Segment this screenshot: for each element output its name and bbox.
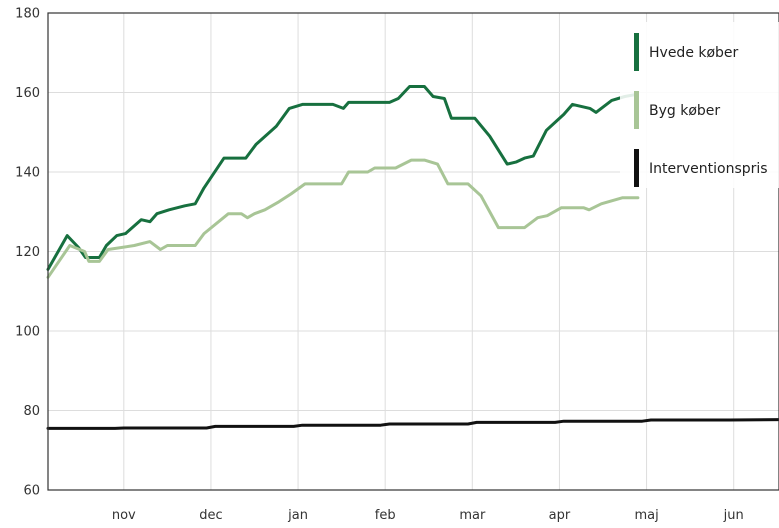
x-tick-label-maj: maj [634, 508, 658, 523]
series-line-3 [46, 418, 779, 430]
y-tick-label-160: 160 [15, 86, 40, 101]
legend-swatch-2 [634, 91, 639, 129]
legend-swatch-3 [634, 149, 639, 187]
plot-frame [47, 12, 779, 491]
series-line-2 [46, 158, 640, 279]
x-tick-label-mar: mar [459, 508, 486, 523]
legend-label-2: Byg køber [649, 103, 720, 119]
legend-background [620, 22, 779, 188]
x-axis-tick-labels: nov dec jan feb mar apr maj jun [112, 508, 744, 523]
legend-label-3: Interventionspris [649, 161, 768, 177]
x-tick-label-jun: jun [723, 508, 744, 523]
y-axis-tick-labels: 60 80 100 120 140 160 180 [15, 7, 40, 499]
x-tick-label-nov: nov [112, 508, 136, 523]
legend-label-1: Hvede køber [649, 45, 739, 61]
series-line-1 [46, 85, 638, 271]
x-tick-label-feb: feb [375, 508, 396, 523]
legend: Hvede køber Byg køber Interventionspris [620, 22, 779, 188]
x-tick-label-dec: dec [199, 508, 222, 523]
y-tick-label-60: 60 [23, 484, 40, 499]
y-tick-label-100: 100 [15, 325, 40, 340]
y-tick-label-120: 120 [15, 245, 40, 260]
y-tick-label-140: 140 [15, 166, 40, 181]
legend-swatch-1 [634, 33, 639, 71]
y-tick-label-180: 180 [15, 7, 40, 22]
series-lines [46, 85, 779, 430]
x-tick-label-jan: jan [287, 508, 308, 523]
x-tick-label-apr: apr [549, 508, 571, 523]
y-tick-label-80: 80 [23, 404, 40, 419]
